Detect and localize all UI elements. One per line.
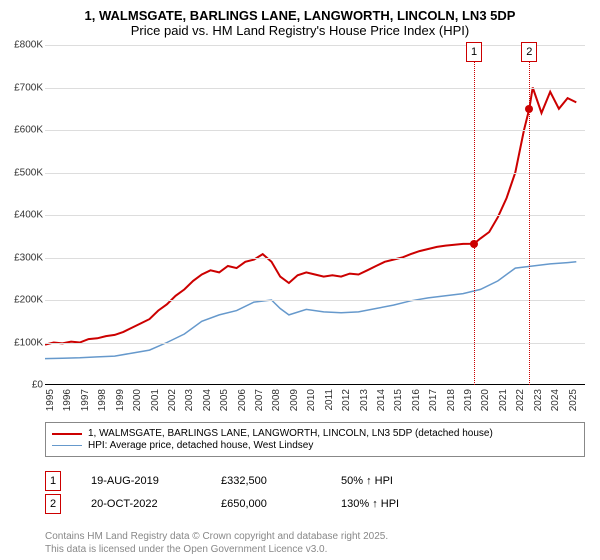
- legend-item: 1, WALMSGATE, BARLINGS LANE, LANGWORTH, …: [52, 428, 578, 439]
- x-tick-label: 1997: [80, 389, 91, 411]
- series-price_paid: [45, 88, 576, 345]
- legend-label: HPI: Average price, detached house, West…: [88, 440, 313, 451]
- x-tick-label: 2002: [167, 389, 178, 411]
- marker-dot: [470, 240, 478, 248]
- x-tick-label: 1998: [97, 389, 108, 411]
- y-tick-label: £800K: [14, 40, 43, 51]
- x-tick-label: 2024: [550, 389, 561, 411]
- y-tick-label: £400K: [14, 210, 43, 221]
- gridline: [45, 300, 585, 301]
- footnote-price: £332,500: [221, 475, 311, 487]
- footnote-date: 20-OCT-2022: [91, 498, 191, 510]
- x-tick-label: 2018: [446, 389, 457, 411]
- marker-box: 1: [466, 42, 482, 62]
- gridline: [45, 130, 585, 131]
- footnote-delta: 50% ↑ HPI: [341, 475, 393, 487]
- y-tick-label: £300K: [14, 252, 43, 263]
- x-tick-label: 2015: [393, 389, 404, 411]
- x-tick-label: 2016: [411, 389, 422, 411]
- copyright-line1: Contains HM Land Registry data © Crown c…: [45, 530, 388, 543]
- x-tick-label: 2025: [568, 389, 579, 411]
- x-tick-label: 2009: [289, 389, 300, 411]
- title-line1: 1, WALMSGATE, BARLINGS LANE, LANGWORTH, …: [0, 8, 600, 23]
- footnote-price: £650,000: [221, 498, 311, 510]
- y-tick-label: £200K: [14, 295, 43, 306]
- y-tick-label: £0: [32, 380, 43, 391]
- marker-footnotes: 1 19-AUG-2019 £332,500 50% ↑ HPI 2 20-OCT-202…: [45, 468, 585, 517]
- gridline: [45, 88, 585, 89]
- x-tick-label: 2008: [271, 389, 282, 411]
- x-tick-label: 2021: [498, 389, 509, 411]
- marker-footnote-row: 2 20-OCT-2022 £650,000 130% ↑ HPI: [45, 494, 585, 514]
- copyright: Contains HM Land Registry data © Crown c…: [45, 530, 388, 556]
- title-block: 1, WALMSGATE, BARLINGS LANE, LANGWORTH, …: [0, 0, 600, 42]
- x-tick-label: 2017: [428, 389, 439, 411]
- copyright-line2: This data is licensed under the Open Gov…: [45, 543, 388, 556]
- y-tick-label: £500K: [14, 167, 43, 178]
- marker-dot: [525, 105, 533, 113]
- title-line2: Price paid vs. HM Land Registry's House …: [0, 23, 600, 38]
- x-tick-label: 2003: [184, 389, 195, 411]
- x-tick-label: 2013: [359, 389, 370, 411]
- y-tick-label: £600K: [14, 125, 43, 136]
- x-tick-label: 1999: [115, 389, 126, 411]
- gridline: [45, 45, 585, 46]
- x-tick-label: 2006: [237, 389, 248, 411]
- x-tick-label: 2020: [480, 389, 491, 411]
- x-tick-label: 2022: [515, 389, 526, 411]
- gridline: [45, 343, 585, 344]
- x-tick-label: 2004: [202, 389, 213, 411]
- footnote-date: 19-AUG-2019: [91, 475, 191, 487]
- x-tick-label: 2007: [254, 389, 265, 411]
- legend-item: HPI: Average price, detached house, West…: [52, 440, 578, 451]
- y-tick-label: £100K: [14, 337, 43, 348]
- chart-plot-area: 12: [45, 45, 585, 385]
- y-axis: £0£100K£200K£300K£400K£500K£600K£700K£80…: [0, 45, 45, 385]
- x-tick-label: 2011: [324, 389, 335, 411]
- x-tick-label: 2023: [533, 389, 544, 411]
- x-tick-label: 2019: [463, 389, 474, 411]
- footnote-marker-num: 1: [45, 471, 61, 491]
- legend-swatch: [52, 433, 82, 435]
- legend-label: 1, WALMSGATE, BARLINGS LANE, LANGWORTH, …: [88, 428, 493, 439]
- gridline: [45, 215, 585, 216]
- x-tick-label: 2014: [376, 389, 387, 411]
- legend: 1, WALMSGATE, BARLINGS LANE, LANGWORTH, …: [45, 422, 585, 457]
- marker-line: [474, 45, 475, 385]
- x-tick-label: 2005: [219, 389, 230, 411]
- x-tick-label: 2000: [132, 389, 143, 411]
- series-hpi: [45, 262, 576, 359]
- x-tick-label: 2001: [150, 389, 161, 411]
- x-tick-label: 1995: [45, 389, 56, 411]
- footnote-marker-num: 2: [45, 494, 61, 514]
- footnote-delta: 130% ↑ HPI: [341, 498, 399, 510]
- chart-container: 1, WALMSGATE, BARLINGS LANE, LANGWORTH, …: [0, 0, 600, 560]
- x-tick-label: 1996: [62, 389, 73, 411]
- x-tick-label: 2012: [341, 389, 352, 411]
- gridline: [45, 173, 585, 174]
- marker-footnote-row: 1 19-AUG-2019 £332,500 50% ↑ HPI: [45, 471, 585, 491]
- legend-swatch: [52, 445, 82, 447]
- y-tick-label: £700K: [14, 82, 43, 93]
- x-tick-label: 2010: [306, 389, 317, 411]
- gridline: [45, 258, 585, 259]
- marker-box: 2: [521, 42, 537, 62]
- marker-line: [529, 45, 530, 385]
